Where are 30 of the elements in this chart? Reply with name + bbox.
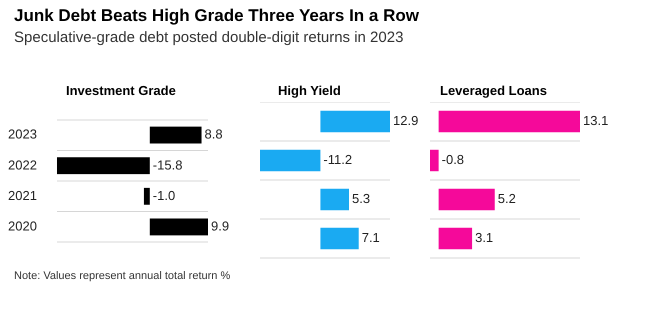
data-label: 5.2 (498, 191, 516, 206)
chart-title: High Yield (277, 82, 342, 100)
bar (430, 150, 439, 172)
bar (260, 150, 320, 172)
chart-title: Leveraged Loans (439, 82, 548, 100)
data-label: 7.1 (362, 230, 380, 246)
data-label: -1.0 (152, 188, 176, 203)
y-tick-label: 2020 (8, 218, 37, 234)
text: Junk Debt Beats High Grade Three Years In a Row (14, 6, 419, 26)
y-tick-label: 2021 (8, 188, 37, 203)
bar (320, 110, 390, 132)
bar (438, 228, 472, 250)
data-label: 9.9 (211, 218, 230, 234)
text: Note: Values represent annual total return % (14, 270, 230, 282)
chart-title: Investment Grade (65, 82, 177, 100)
data-label: 3.1 (475, 230, 494, 246)
data-label: 8.8 (204, 126, 223, 142)
y-tick-label: 2022 (8, 157, 37, 172)
bar (438, 188, 495, 210)
data-label: -15.8 (152, 157, 182, 172)
bar (438, 110, 580, 132)
y-tick-label: 2023 (8, 126, 37, 142)
text: Speculative-grade debt posted double-digit returns in 2023 (14, 29, 404, 46)
data-label: 12.9 (393, 113, 418, 128)
data-label: -0.8 (442, 152, 464, 168)
bar (320, 228, 359, 250)
bar (320, 188, 350, 210)
data-label: 13.1 (583, 113, 608, 128)
data-label: 5.3 (352, 191, 370, 206)
data-label: -11.2 (323, 152, 352, 168)
